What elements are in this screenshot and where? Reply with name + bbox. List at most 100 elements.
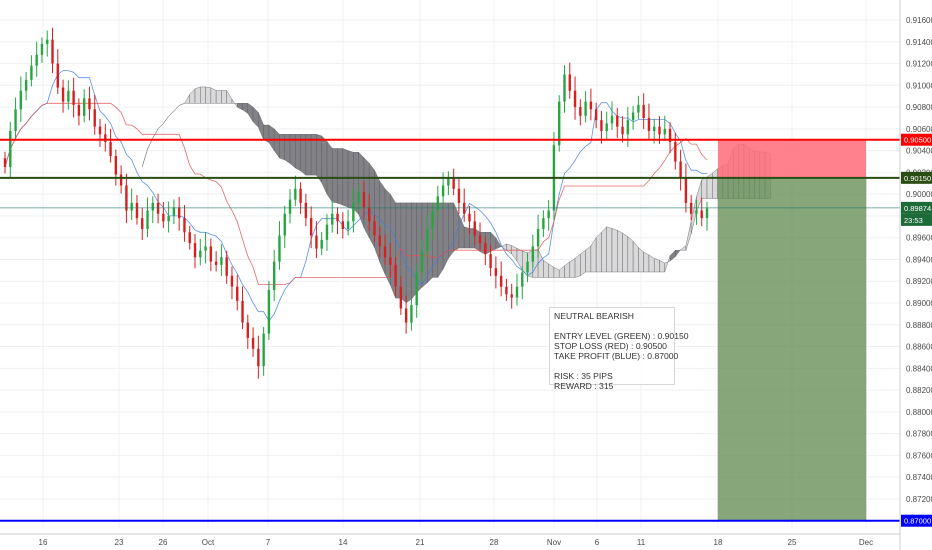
cloud-segment [654, 258, 660, 273]
candle-body [315, 235, 318, 249]
x-tick-label: 26 [159, 538, 168, 547]
cloud-segment [580, 249, 586, 277]
cloud-segment [701, 176, 708, 199]
candle-body [447, 177, 450, 186]
candle-body [30, 65, 33, 80]
candle-body [288, 199, 292, 214]
candle-body [473, 221, 476, 236]
candle-body [246, 322, 249, 338]
countdown-badge: 23:53 [901, 213, 932, 226]
candle-body [568, 74, 571, 91]
cloud-segment [617, 230, 623, 273]
note-stop: STOP LOSS (RED) : 0.90500 [554, 341, 667, 351]
candle-body [104, 134, 107, 142]
y-tick-label: 0.87200 [906, 495, 932, 504]
candle-body [331, 213, 334, 225]
candle-body [309, 218, 313, 236]
candle-body [594, 109, 598, 121]
candle-body [637, 104, 640, 113]
candle-body [457, 188, 461, 203]
current-price-badge: 0.89874 [901, 201, 932, 214]
cloud-segment [332, 148, 338, 204]
candle-body [177, 207, 181, 219]
candle-body [510, 294, 513, 298]
entry-badge-text: 0.90150 [904, 174, 931, 183]
candle-body [531, 246, 535, 262]
reward-zone [717, 177, 867, 522]
cloud-segment [279, 134, 285, 161]
candle-body [584, 101, 587, 116]
candle-body [141, 218, 144, 229]
cloud-segment [574, 253, 581, 278]
candle-body [336, 213, 339, 222]
cloud-segment [611, 228, 618, 273]
candle-body [188, 232, 191, 244]
candle-body [262, 333, 265, 367]
candle-body [88, 98, 91, 110]
price-badges: 0.90500 0.90150 0.87000 0.89874 23:53 [901, 133, 932, 527]
short-position-box[interactable] [717, 139, 867, 522]
candle-body [441, 185, 445, 197]
trade-plan-note[interactable]: NEUTRAL BEARISH ENTRY LEVEL (GREEN) : 0.… [549, 307, 689, 391]
horizontal-levels[interactable] [0, 138, 900, 522]
candle-body [542, 218, 545, 229]
x-tick-label: 6 [595, 538, 600, 547]
note-title: NEUTRAL BEARISH [554, 311, 634, 321]
cloud-segment [194, 86, 201, 104]
time-axis[interactable]: 16 23 26 Oct 7 14 21 28 Nov 6 11 18 25 Dec [0, 533, 900, 547]
cloud-segment [210, 87, 217, 104]
candle-body [468, 213, 471, 222]
cloud-segment [205, 86, 212, 104]
candle-body [352, 202, 355, 222]
candle-body [162, 213, 165, 222]
cloud-segment [221, 90, 227, 104]
cloud-segment [316, 134, 322, 184]
cloud-segment [569, 258, 576, 278]
cloud-segment [606, 226, 613, 273]
candle-body [220, 257, 223, 265]
candle-body [114, 156, 118, 175]
candle-body [304, 202, 308, 219]
candle-body [605, 123, 608, 132]
candle-body [77, 104, 81, 116]
cloud-segment [405, 202, 412, 304]
candle-body [119, 174, 123, 186]
candle-body [251, 337, 255, 349]
indicator-lines [4, 70, 708, 322]
candle-body [3, 158, 7, 167]
candle-body [626, 120, 630, 135]
entry-badge: 0.90150 [901, 171, 932, 184]
cloud-segment [437, 202, 444, 279]
candle-body [294, 188, 297, 200]
x-tick-label: 28 [490, 538, 499, 547]
candle-body [367, 207, 371, 222]
cloud-segment [384, 188, 391, 286]
candle-body [410, 305, 413, 323]
candle-body [600, 120, 603, 132]
candle-body [631, 112, 635, 121]
candle-body [172, 207, 176, 216]
candle-body [563, 74, 566, 102]
take-profit-badge-text: 0.87000 [904, 517, 931, 526]
candle-body [209, 246, 213, 262]
candle-body [647, 117, 651, 132]
cloud-segment [585, 245, 592, 273]
candle-body [436, 196, 440, 211]
candle-body [526, 261, 529, 273]
candle-body [61, 87, 65, 102]
candle-body [24, 79, 28, 91]
candle-body [341, 221, 345, 229]
stop-loss-badge-bg [901, 133, 932, 146]
